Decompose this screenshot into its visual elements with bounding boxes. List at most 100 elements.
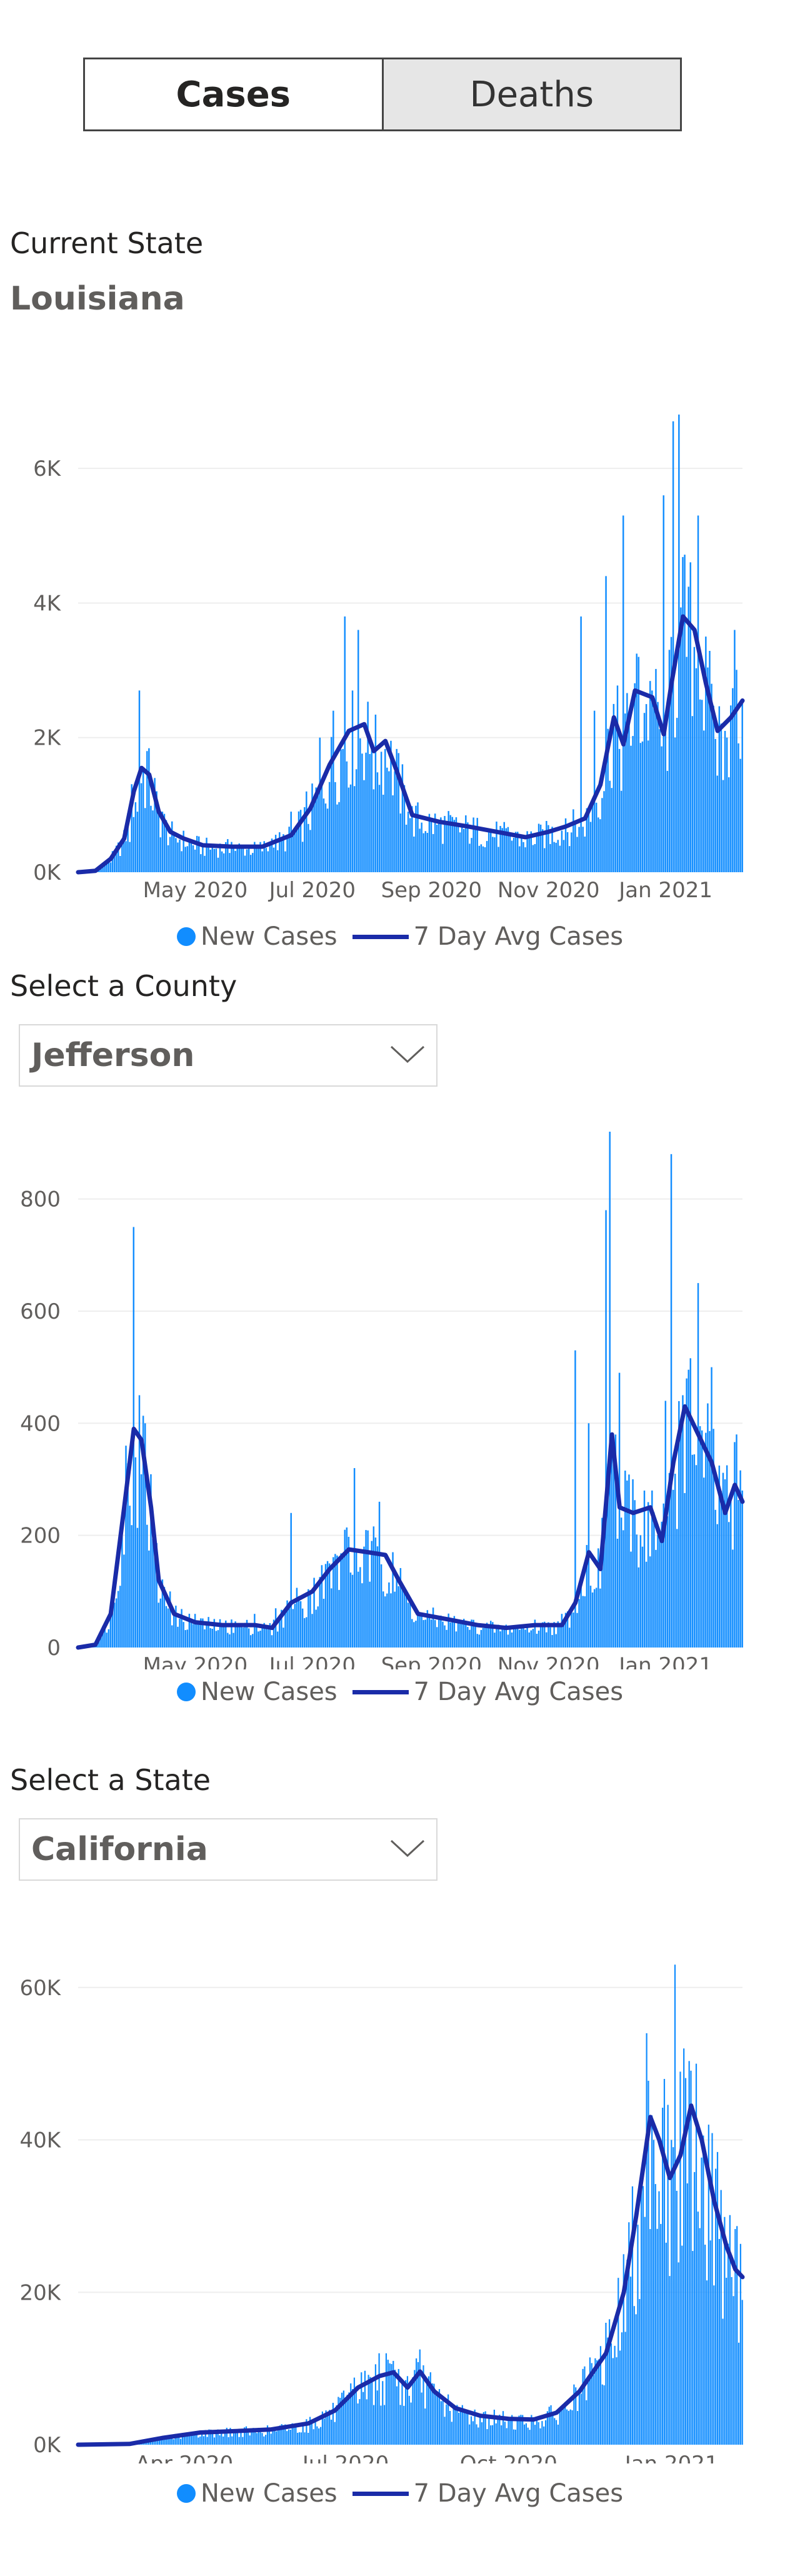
new-cases-bar[interactable] — [206, 2437, 208, 2445]
new-cases-bar[interactable] — [641, 2178, 642, 2445]
new-cases-bar[interactable] — [332, 2403, 334, 2445]
new-cases-bar[interactable] — [428, 813, 431, 872]
new-cases-bar[interactable] — [605, 1210, 607, 1648]
new-cases-bar[interactable] — [259, 842, 261, 872]
new-cases-bar[interactable] — [372, 2405, 375, 2445]
new-cases-bar[interactable] — [208, 2429, 210, 2445]
new-cases-bar[interactable] — [691, 1454, 694, 1648]
new-cases-bar[interactable] — [129, 842, 131, 872]
new-cases-bar[interactable] — [709, 650, 711, 872]
new-cases-bar[interactable] — [256, 1627, 258, 1648]
new-cases-bar[interactable] — [564, 2402, 566, 2445]
new-cases-bar[interactable] — [467, 2412, 469, 2445]
new-cases-bar[interactable] — [532, 845, 534, 872]
new-cases-bar[interactable] — [527, 2427, 529, 2445]
new-cases-bar[interactable] — [614, 720, 617, 872]
new-cases-bar[interactable] — [236, 2430, 238, 2445]
new-cases-bar[interactable] — [236, 845, 238, 872]
new-cases-bar[interactable] — [726, 1465, 728, 1648]
new-cases-bar[interactable] — [676, 1529, 678, 1648]
new-cases-bar[interactable] — [232, 848, 234, 872]
new-cases-bar[interactable] — [621, 2332, 623, 2445]
new-cases-bar[interactable] — [676, 2190, 678, 2445]
new-cases-bar[interactable] — [144, 1423, 146, 1648]
new-cases-bar[interactable] — [338, 2397, 339, 2445]
new-cases-bar[interactable] — [686, 1378, 688, 1648]
new-cases-bar[interactable] — [701, 1430, 703, 1648]
new-cases-bar[interactable] — [648, 2080, 649, 2445]
new-cases-bar[interactable] — [187, 2435, 189, 2445]
new-cases-bar[interactable] — [543, 2426, 545, 2445]
new-cases-bar[interactable] — [695, 668, 698, 872]
new-cases-bar[interactable] — [633, 2306, 635, 2445]
new-cases-bar[interactable] — [428, 1618, 431, 1648]
new-cases-bar[interactable] — [635, 2314, 637, 2445]
new-cases-bar[interactable] — [334, 782, 336, 872]
new-cases-bar[interactable] — [618, 748, 621, 872]
new-cases-bar[interactable] — [291, 2423, 293, 2445]
new-cases-bar[interactable] — [389, 2363, 391, 2445]
new-cases-bar[interactable] — [380, 752, 382, 872]
new-cases-bar[interactable] — [509, 1629, 511, 1648]
new-cases-bar[interactable] — [281, 1609, 282, 1648]
new-cases-bar[interactable] — [171, 2437, 173, 2445]
new-cases-bar[interactable] — [351, 690, 354, 872]
new-cases-bar[interactable] — [384, 1596, 386, 1648]
new-cases-bar[interactable] — [457, 1622, 459, 1648]
new-cases-bar[interactable] — [738, 743, 739, 872]
new-cases-bar[interactable] — [582, 827, 584, 872]
new-cases-bar[interactable] — [217, 857, 219, 872]
new-cases-bar[interactable] — [684, 555, 686, 872]
new-cases-bar[interactable] — [652, 2140, 655, 2445]
new-cases-bar[interactable] — [117, 1591, 119, 1648]
new-cases-bar[interactable] — [728, 777, 730, 872]
new-cases-bar[interactable] — [254, 1614, 256, 1648]
new-cases-bar[interactable] — [407, 812, 409, 872]
new-cases-bar[interactable] — [398, 1586, 400, 1648]
new-cases-bar[interactable] — [454, 2407, 456, 2445]
new-cases-bar[interactable] — [488, 2416, 490, 2445]
new-cases-bar[interactable] — [361, 2372, 362, 2445]
new-cases-bar[interactable] — [472, 2421, 474, 2445]
new-cases-bar[interactable] — [175, 1606, 177, 1648]
new-cases-bar[interactable] — [636, 1534, 638, 1648]
new-cases-bar[interactable] — [451, 2422, 452, 2445]
new-cases-bar[interactable] — [605, 576, 607, 872]
new-cases-bar[interactable] — [198, 1624, 200, 1648]
new-cases-bar[interactable] — [272, 1619, 275, 1648]
new-cases-bar[interactable] — [647, 1502, 649, 1648]
new-cases-bar[interactable] — [724, 1479, 726, 1648]
new-cases-bar[interactable] — [566, 832, 569, 872]
new-cases-bar[interactable] — [259, 2432, 261, 2445]
new-cases-bar[interactable] — [306, 1617, 308, 1648]
new-cases-bar[interactable] — [638, 1567, 640, 1648]
new-cases-bar[interactable] — [478, 1634, 481, 1648]
new-cases-bar[interactable] — [736, 2226, 738, 2445]
new-cases-bar[interactable] — [115, 1598, 118, 1648]
new-cases-bar[interactable] — [146, 1524, 148, 1648]
new-cases-bar[interactable] — [340, 749, 342, 872]
new-cases-bar[interactable] — [265, 848, 268, 872]
new-cases-bar[interactable] — [267, 851, 269, 872]
new-cases-bar[interactable] — [718, 706, 721, 872]
new-cases-bar[interactable] — [196, 835, 198, 872]
new-cases-bar[interactable] — [429, 2372, 431, 2445]
new-cases-bar[interactable] — [419, 828, 421, 872]
new-cases-bar[interactable] — [222, 1623, 225, 1648]
new-cases-bar[interactable] — [564, 1613, 567, 1648]
new-cases-bar[interactable] — [249, 855, 252, 872]
new-cases-bar[interactable] — [705, 636, 707, 872]
new-cases-bar[interactable] — [306, 2419, 308, 2445]
new-cases-bar[interactable] — [589, 2357, 591, 2445]
new-cases-bar[interactable] — [258, 2427, 259, 2445]
new-cases-bar[interactable] — [512, 837, 515, 872]
new-cases-bar[interactable] — [324, 1564, 327, 1648]
new-cases-bar[interactable] — [409, 818, 411, 872]
new-cases-bar[interactable] — [612, 703, 615, 872]
new-cases-bar[interactable] — [113, 855, 116, 872]
new-cases-bar[interactable] — [302, 2423, 304, 2445]
new-cases-bar[interactable] — [390, 1593, 392, 1648]
new-cases-bar[interactable] — [181, 1609, 182, 1648]
new-cases-bar[interactable] — [314, 2418, 316, 2445]
new-cases-bar[interactable] — [599, 1588, 601, 1648]
